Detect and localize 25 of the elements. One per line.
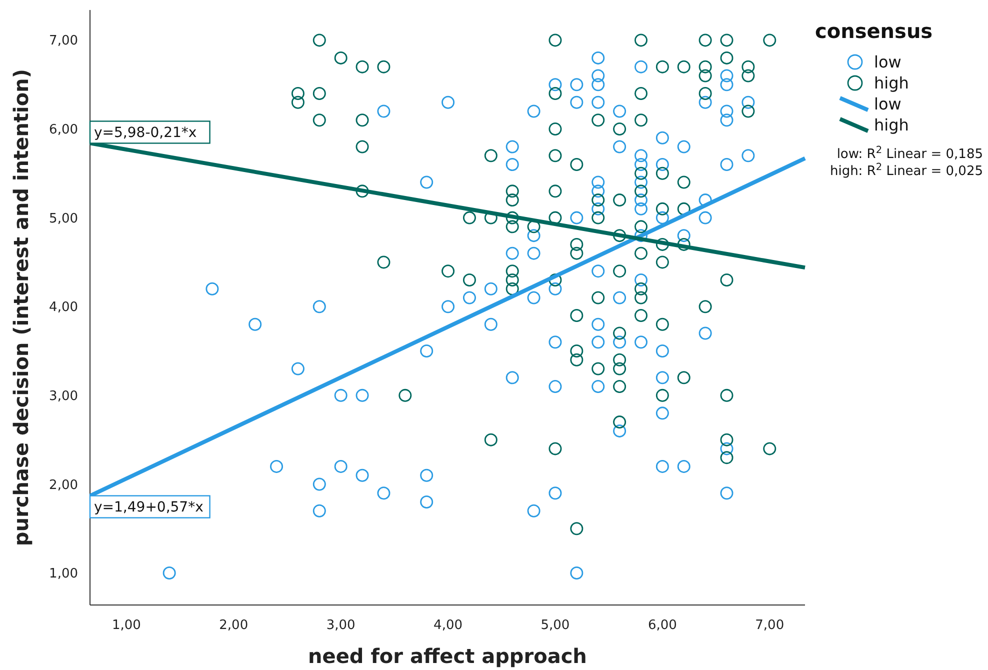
- legend-label: low: [874, 52, 902, 72]
- y-tick-label: 1,00: [49, 566, 78, 582]
- x-tick-label: 7,00: [755, 618, 784, 633]
- x-tick-label: 5,00: [540, 618, 570, 633]
- y-tick-label: 7,00: [49, 34, 78, 49]
- y-tick-label: 2,00: [49, 478, 78, 493]
- y-tick-label: 6,00: [49, 122, 78, 138]
- y-tick-label: 5,00: [49, 211, 78, 226]
- x-tick-label: 6,00: [648, 618, 677, 633]
- x-axis-title: need for affect approach: [308, 644, 587, 668]
- y-tick-label: 3,00: [49, 388, 78, 404]
- annotation: y=1,49+0,57*x: [94, 500, 204, 516]
- x-tick-label: 3,00: [326, 618, 356, 633]
- x-tick-label: 1,00: [112, 618, 141, 633]
- text: low: R$^{2}$ Linear = 0,185: [836, 144, 983, 162]
- y-tick-label: 4,00: [49, 300, 78, 316]
- legend-title: consensus: [815, 19, 933, 43]
- text: high: R$^{2}$ Linear = 0,025: [830, 162, 983, 179]
- x-tick-label: 4,00: [434, 618, 463, 633]
- legend-label: high: [874, 116, 909, 135]
- y-axis-title: purchase decision (interest and intention): [9, 69, 33, 546]
- annotation: y=5,98-0,21*x: [94, 125, 197, 142]
- legend-label: high: [874, 74, 909, 93]
- x-tick-label: 2,00: [219, 618, 248, 633]
- legend-label: low: [874, 94, 902, 114]
